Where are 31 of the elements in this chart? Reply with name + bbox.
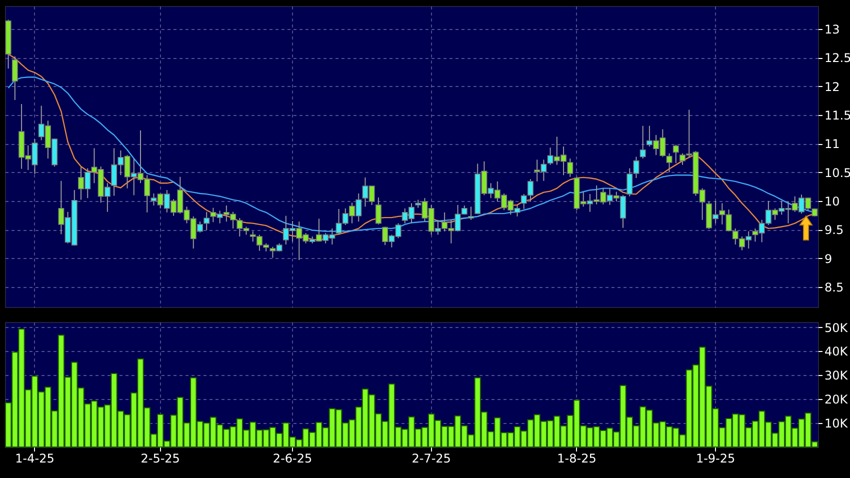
y-tick-label: 40K [824, 344, 849, 359]
x-tick-label: 2-5-25 [140, 452, 180, 466]
candlestick [672, 144, 679, 164]
candlestick [528, 178, 534, 202]
y-tick-label: 13 [824, 22, 840, 36]
y-tick-label: 12.5 [824, 51, 850, 66]
candlestick [204, 211, 210, 231]
candlestick [468, 206, 474, 220]
y-tick-label: 12 [824, 80, 840, 94]
x-tick-label: 1-8-25 [557, 452, 596, 466]
y-tick-label: 11.5 [824, 108, 850, 122]
x-tick-label: 1-9-25 [696, 452, 736, 466]
candlestick [520, 194, 527, 210]
y-tick-label: 10 [824, 194, 840, 208]
y-tick-label: 9.5 [824, 223, 844, 238]
y-tick-label: 10K [824, 416, 849, 431]
candlestick [12, 56, 18, 101]
candlestick [666, 152, 672, 173]
y-tick-label: 50K [824, 320, 849, 335]
y-tick-label: 8.5 [824, 280, 844, 294]
x-tick-label: 2-7-25 [412, 452, 451, 466]
x-tick-label: 2-6-25 [272, 452, 312, 466]
candlestick [375, 196, 382, 225]
y-tick-label: 9 [824, 252, 832, 266]
candlestick [567, 158, 574, 178]
y-tick-label: 20K [824, 392, 849, 407]
y-tick-label: 30K [824, 368, 849, 383]
y-tick-label: 11 [824, 137, 840, 152]
candlestick [640, 125, 646, 160]
y-tick-label: 10.5 [824, 166, 850, 180]
x-tick-label: 1-4-25 [15, 452, 54, 466]
